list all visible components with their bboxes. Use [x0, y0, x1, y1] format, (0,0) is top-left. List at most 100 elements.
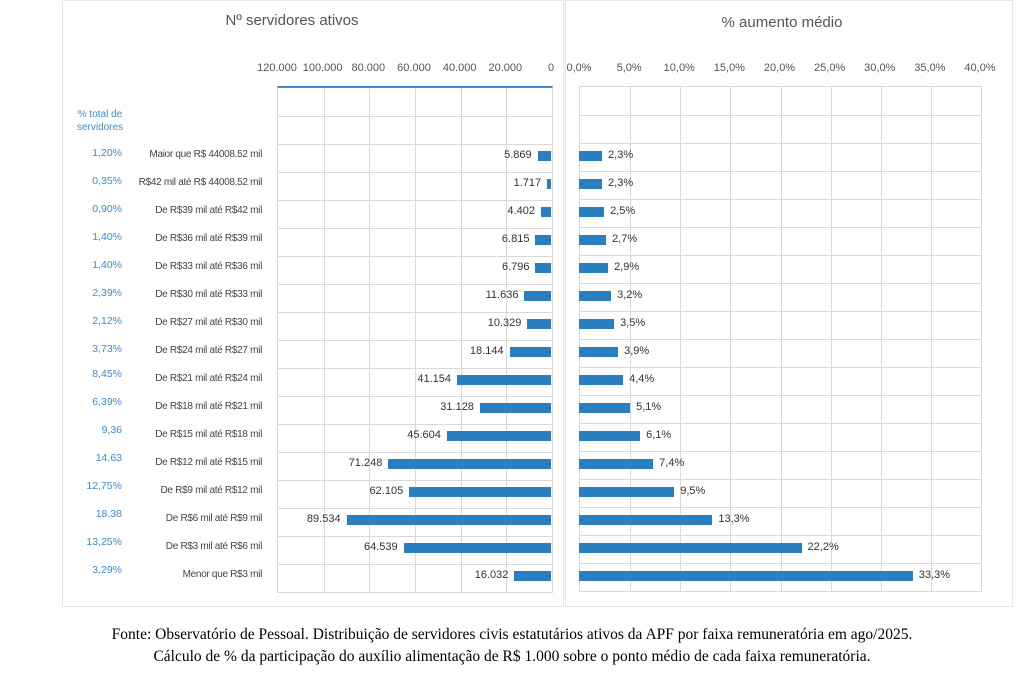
- share-value: 6,39%: [92, 396, 122, 408]
- right-hgrid: [580, 423, 981, 424]
- category-label: Maior que R$ 44008.52 mil: [149, 149, 262, 160]
- caption-line-2: Cálculo de % da participação do auxílio …: [153, 648, 871, 665]
- right-bar: [579, 403, 631, 413]
- left-hgrid: [278, 508, 552, 509]
- right-hgrid: [580, 115, 981, 116]
- right-x-tick-label: 5,0%: [616, 62, 642, 74]
- right-bar-label: 33,3%: [918, 569, 951, 581]
- left-bar: [535, 263, 551, 273]
- left-bar-label: 11.636: [485, 289, 519, 301]
- share-value: 1,40%: [92, 259, 122, 271]
- left-bar: [547, 179, 551, 189]
- right-hgrid: [580, 283, 981, 284]
- right-bar: [579, 235, 607, 245]
- left-bar-label: 64.539: [363, 541, 398, 553]
- category-label: De R$21 mil até R$24 mil: [155, 373, 262, 384]
- left-chart-title: Nº servidores ativos: [225, 12, 359, 29]
- category-label: De R$9 mil até R$12 mil: [160, 485, 263, 496]
- left-hgrid: [278, 256, 552, 257]
- right-bar-label: 3,2%: [617, 289, 643, 301]
- category-label: De R$30 mil até R$33 mil: [155, 289, 262, 300]
- share-value: 1,20%: [92, 147, 122, 159]
- left-bar: [527, 319, 551, 329]
- left-hgrid: [278, 144, 552, 145]
- left-bar-label: 41.154: [417, 373, 452, 385]
- right-hgrid: [580, 227, 981, 228]
- right-x-tick-label: 0,0%: [566, 62, 592, 74]
- share-value: 9,36: [101, 424, 122, 436]
- category-label: De R$39 mil até R$42 mil: [155, 205, 262, 216]
- left-hgrid: [278, 200, 552, 201]
- right-bar: [579, 375, 624, 385]
- right-bar: [579, 459, 654, 469]
- left-bar-label: 10.329: [487, 317, 522, 329]
- left-hgrid: [278, 396, 552, 397]
- right-bar: [579, 515, 713, 525]
- right-hgrid: [580, 507, 981, 508]
- left-bar-label: 6.796: [501, 261, 530, 273]
- right-hgrid: [580, 563, 981, 564]
- right-bar: [579, 571, 913, 581]
- caption-line-1: Fonte: Observatório de Pessoal. Distribu…: [111, 626, 913, 643]
- right-bar-label: 2,7%: [612, 233, 638, 245]
- left-hgrid: [278, 172, 552, 173]
- left-x-tick-label: 40.000: [442, 62, 477, 74]
- right-bar: [579, 347, 619, 357]
- share-value: 3,73%: [92, 343, 122, 355]
- right-bar-label: 9,5%: [680, 485, 706, 497]
- left-hgrid: [278, 284, 552, 285]
- left-plot-area: [277, 86, 553, 593]
- right-bar-label: 4,4%: [629, 373, 655, 385]
- left-x-tick-label: 100.000: [302, 62, 343, 74]
- left-bar: [409, 487, 551, 497]
- left-x-tick-label: 20.000: [488, 62, 523, 74]
- left-x-tick-label: 80.000: [351, 62, 386, 74]
- right-bar: [579, 207, 605, 217]
- right-bar-label: 2,3%: [608, 149, 634, 161]
- category-label: De R$36 mil até R$39 mil: [155, 233, 262, 244]
- share-value: 14,63: [95, 452, 122, 464]
- left-bar-label: 89.534: [306, 513, 341, 525]
- right-bar-label: 13,3%: [718, 513, 750, 525]
- share-value: 13,25%: [86, 536, 122, 548]
- right-bar-label: 3,9%: [624, 345, 650, 357]
- right-x-tick-label: 25,0%: [814, 62, 846, 74]
- right-chart-panel: [565, 0, 1013, 607]
- category-label: Menor que R$3 mil: [182, 569, 263, 580]
- left-bar: [509, 347, 551, 357]
- right-bar-label: 3,5%: [620, 317, 646, 329]
- share-value: 1,40%: [92, 231, 122, 243]
- category-label: De R$24 mil até R$27 mil: [155, 345, 262, 356]
- left-bar-label: 4.402: [507, 205, 535, 217]
- left-bar: [346, 515, 551, 525]
- share-column-header: % total de servidores: [60, 108, 140, 134]
- share-header-line1: % total de: [77, 109, 123, 120]
- left-bar: [446, 431, 551, 441]
- right-hgrid: [580, 367, 981, 368]
- left-hgrid: [278, 564, 552, 565]
- share-value: 2,12%: [92, 315, 122, 327]
- right-bar: [579, 543, 802, 553]
- left-bar: [403, 543, 551, 553]
- share-value: 0,35%: [92, 175, 122, 187]
- left-bar: [388, 459, 551, 469]
- left-bar: [524, 291, 551, 301]
- left-chart-panel: [62, 0, 564, 607]
- right-bar: [579, 487, 675, 497]
- share-value: 2,39%: [92, 287, 122, 299]
- category-label: De R$15 mil até R$18 mil: [155, 429, 262, 440]
- right-x-tick-label: 30,0%: [864, 62, 896, 74]
- left-bar-label: 71.248: [348, 457, 383, 469]
- right-hgrid: [580, 171, 981, 172]
- right-plot-area: [579, 86, 982, 592]
- category-label: De R$12 mil até R$15 mil: [155, 457, 262, 468]
- category-label: De R$33 mil até R$36 mil: [155, 261, 262, 272]
- left-hgrid: [278, 228, 552, 229]
- right-bar-label: 22,2%: [807, 541, 839, 553]
- left-bar-label: 62.105: [369, 485, 404, 497]
- left-bar: [479, 403, 551, 413]
- category-label: R$42 mil até R$ 44008.52 mil: [138, 177, 263, 188]
- right-bar-label: 2,9%: [614, 261, 640, 273]
- category-label: De R$3 mil até R$6 mil: [165, 541, 263, 552]
- left-hgrid: [278, 312, 552, 313]
